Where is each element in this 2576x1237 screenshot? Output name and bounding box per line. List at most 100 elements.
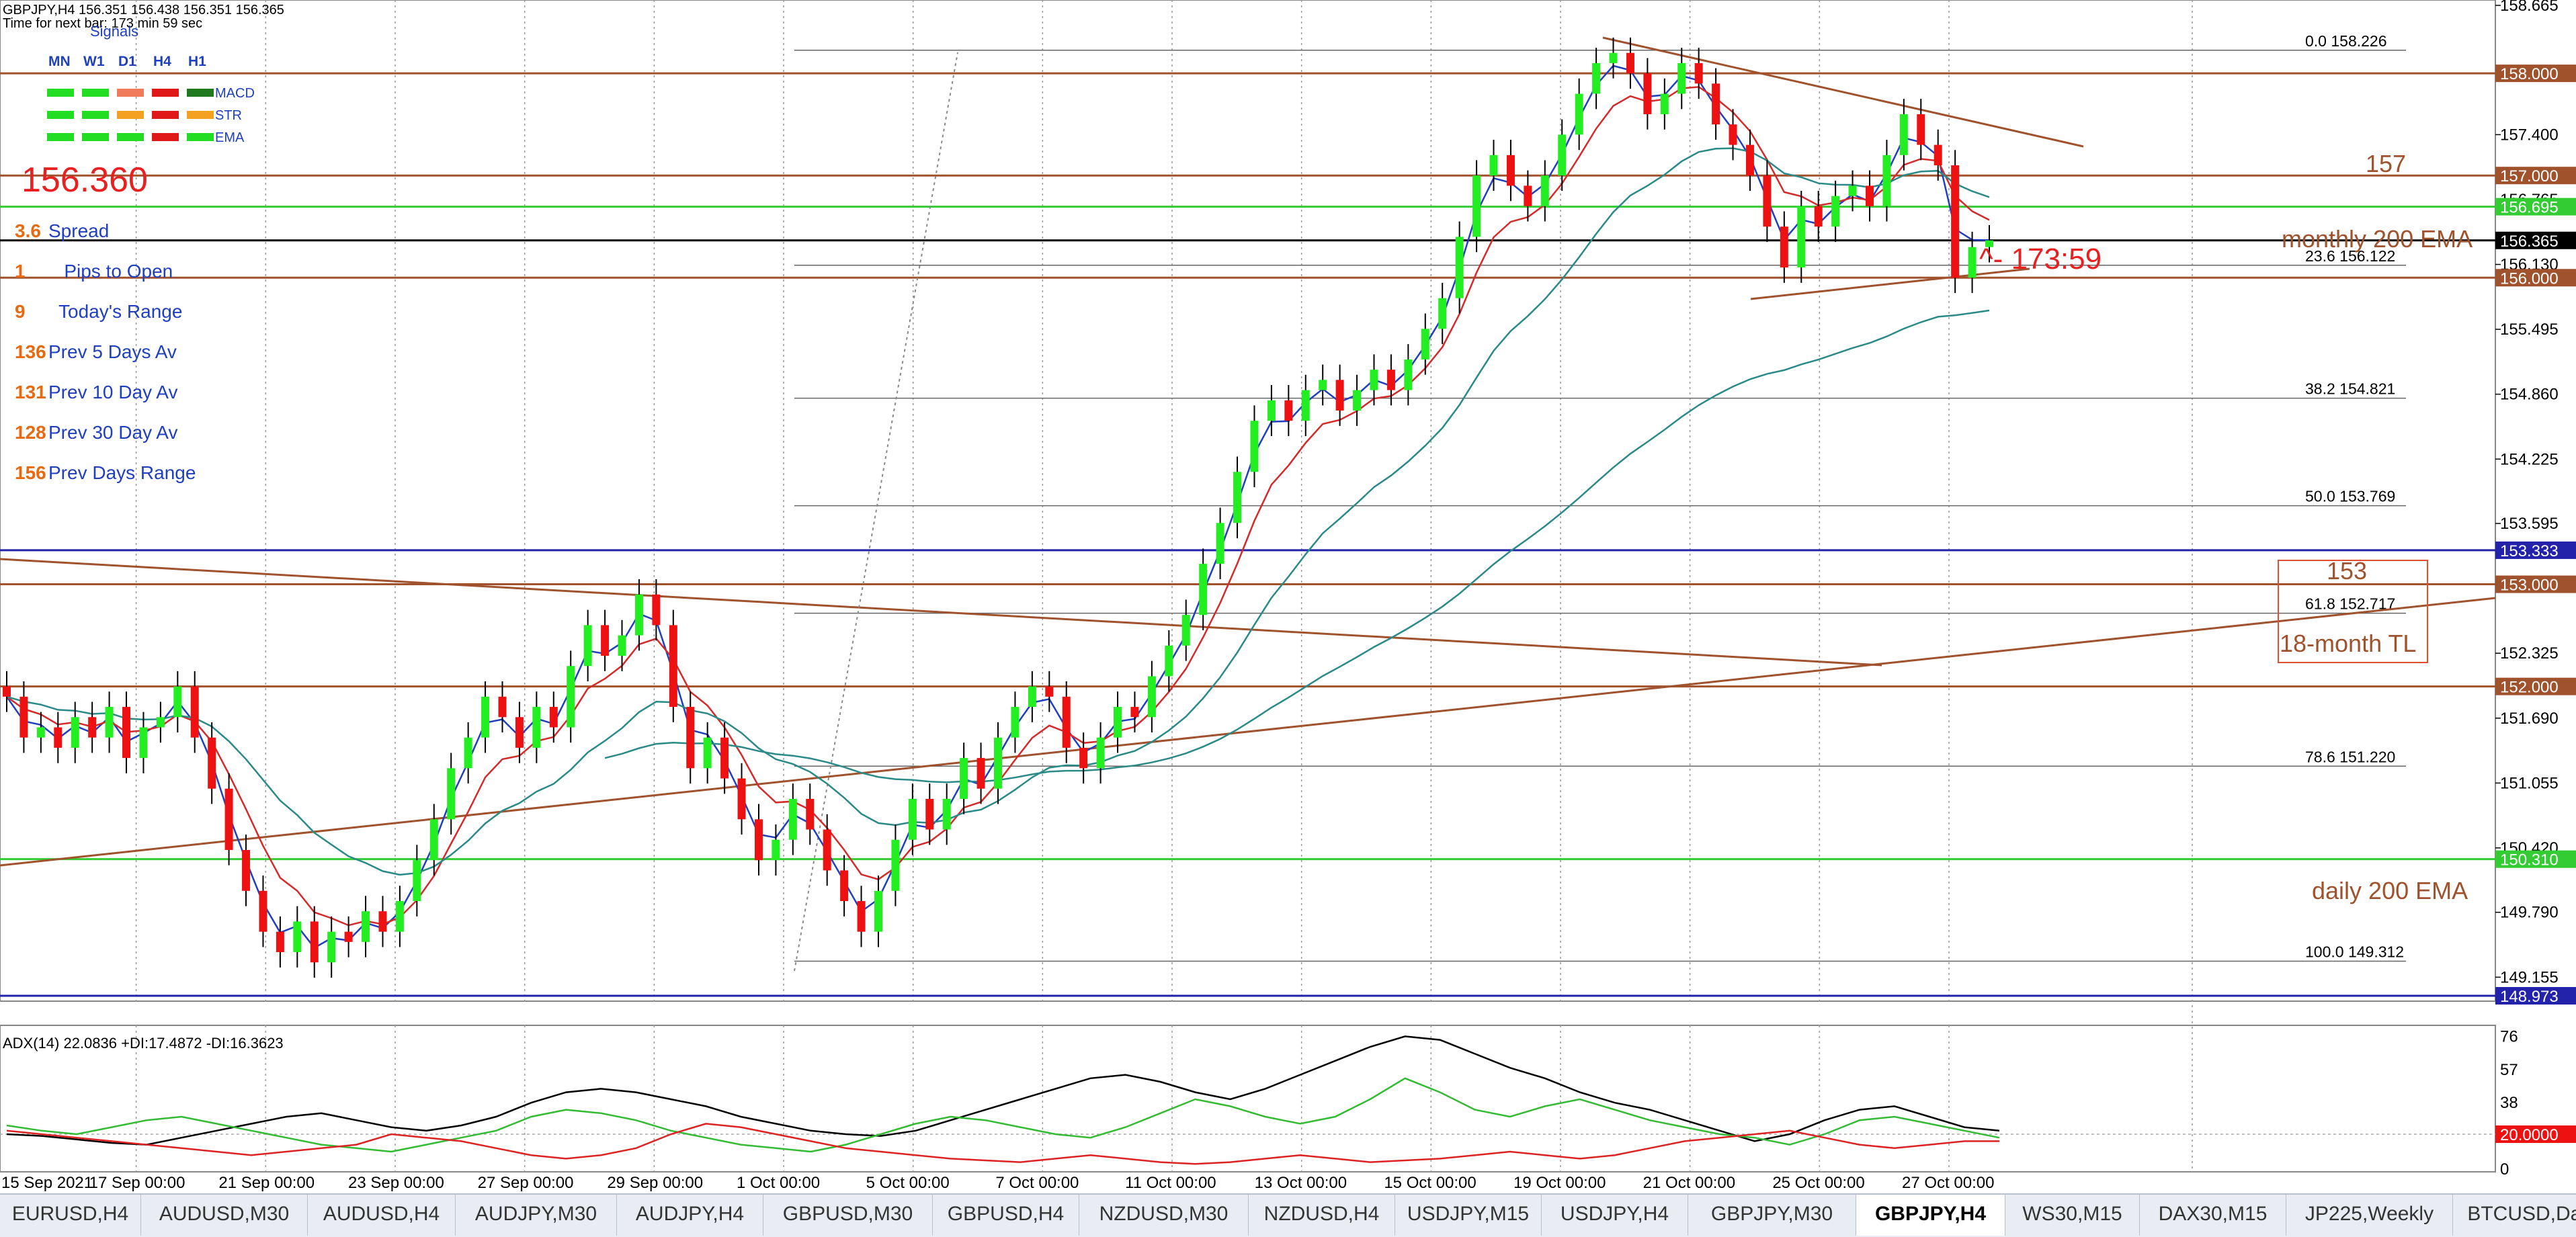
time-tick-label: 25 Oct 00:00 bbox=[1772, 1174, 1864, 1192]
candle-bull bbox=[1114, 707, 1122, 738]
candle-bull bbox=[942, 798, 951, 830]
chart-tab[interactable]: GBPUSD,H4 bbox=[933, 1195, 1079, 1236]
candle-bull bbox=[1011, 707, 1020, 738]
candle-bull bbox=[1216, 523, 1224, 564]
chart-tab-bar: EURUSD,H4 AUDUSD,M30 AUDUSD,H4 AUDJPY,M30 AU… bbox=[0, 1193, 2576, 1237]
candle-bull bbox=[464, 737, 472, 769]
bar-timer: Time for next bar: 173 min 59 sec bbox=[3, 16, 203, 31]
candle-bear bbox=[3, 686, 11, 697]
chart-tab[interactable]: AUDJPY,M30 bbox=[456, 1195, 617, 1236]
stat-row: 3.6 Spread bbox=[15, 220, 109, 242]
signal-cell bbox=[47, 111, 74, 119]
candle-bear bbox=[823, 829, 831, 871]
candle-bear bbox=[549, 707, 558, 728]
chart-tab[interactable]: GBPJPY,M30 bbox=[1688, 1195, 1856, 1236]
monthly-ema-label: monthly 200 EMA bbox=[2282, 225, 2473, 253]
price-chart[interactable]: 0.0 158.226 23.6 156.122 38.2 154.821 50.0 … bbox=[0, 0, 2576, 1193]
candle-bear bbox=[208, 737, 216, 789]
candle-bull bbox=[1147, 676, 1156, 718]
price-axis: 158.665157.400156.765156.130155.495154.8… bbox=[2495, 0, 2576, 1006]
stat-row: 128 Prev 30 Day Av bbox=[15, 422, 177, 443]
chart-title: GBPJPY,H4 156.351 156.438 156.351 156.36… bbox=[3, 3, 284, 17]
adx-tick-label: 38 bbox=[2500, 1094, 2518, 1112]
candle-bull bbox=[1353, 390, 1362, 411]
candle-bull bbox=[1421, 329, 1429, 359]
candle-bear bbox=[310, 921, 319, 963]
chart-tab[interactable]: AUDUSD,M30 bbox=[141, 1195, 308, 1236]
adx-series-line bbox=[6, 1123, 1999, 1165]
candle-bear bbox=[1712, 83, 1720, 125]
stat-label: Spread bbox=[48, 220, 110, 241]
chart-tab[interactable]: DAX30,M15 bbox=[2140, 1195, 2286, 1236]
stat-row: 1 Pips to Open bbox=[15, 261, 173, 282]
price-tick-label: 153.595 bbox=[2500, 515, 2559, 533]
candle-bear bbox=[1079, 747, 1088, 769]
level-tag bbox=[2495, 575, 2576, 593]
candle-bull bbox=[1489, 155, 1498, 176]
candle-bull bbox=[994, 737, 1002, 789]
stat-value: 156 bbox=[15, 462, 46, 483]
level-tag-label: 157.000 bbox=[2500, 167, 2559, 185]
fib-label: 100.0 149.312 bbox=[2305, 943, 2404, 960]
level-tag bbox=[2495, 987, 2576, 1005]
candle-bull bbox=[1267, 400, 1276, 421]
candle-bear bbox=[806, 798, 815, 830]
candle-bull bbox=[1404, 359, 1413, 390]
chart-tab[interactable]: JP225,Weekly bbox=[2286, 1195, 2453, 1236]
stat-label: Pips to Open bbox=[48, 261, 173, 282]
candle-bull bbox=[908, 798, 917, 840]
candle-bear bbox=[1694, 62, 1703, 84]
chart-tab[interactable]: USDJPY,M15 bbox=[1395, 1195, 1542, 1236]
chart-tab[interactable]: AUDJPY,H4 bbox=[617, 1195, 763, 1236]
tl-18m-label: 18-month TL bbox=[2280, 630, 2416, 657]
chart-tab[interactable]: BTCUSD,Daily bbox=[2453, 1195, 2576, 1236]
price-tick-label: 154.860 bbox=[2500, 386, 2559, 404]
price-tick-label: 152.325 bbox=[2500, 644, 2559, 663]
candle-bull bbox=[105, 707, 114, 738]
signal-cell bbox=[117, 133, 144, 141]
adx-tick-label: 57 bbox=[2500, 1061, 2518, 1079]
time-tick-label: 13 Oct 00:00 bbox=[1255, 1174, 1347, 1192]
candle-bear bbox=[1335, 380, 1344, 411]
time-tick-label: 7 Oct 00:00 bbox=[995, 1174, 1079, 1192]
candle-bear bbox=[669, 625, 677, 708]
candle-bear bbox=[1951, 165, 1960, 278]
stat-value: 9 bbox=[15, 301, 26, 322]
candle-bull bbox=[1370, 370, 1378, 390]
candle-bull bbox=[618, 635, 626, 656]
candle-bear bbox=[1386, 370, 1395, 390]
candle-bull bbox=[583, 625, 592, 667]
candle-bull bbox=[788, 798, 797, 840]
current-price: 156.360 bbox=[22, 161, 148, 200]
adx-series-line bbox=[6, 1035, 2000, 1146]
candle-bull bbox=[481, 696, 490, 738]
signal-cell bbox=[82, 111, 109, 119]
chart-tab[interactable]: USDJPY,H4 bbox=[1542, 1195, 1688, 1236]
chart-tab[interactable]: EURUSD,H4 bbox=[0, 1195, 141, 1236]
chart-tab[interactable]: NZDUSD,H4 bbox=[1249, 1195, 1395, 1236]
chart-tab[interactable]: AUDUSD,H4 bbox=[308, 1195, 456, 1236]
candle-bull bbox=[1882, 155, 1891, 206]
fib-label: 23.6 156.122 bbox=[2305, 247, 2395, 265]
time-tick-label: 21 Oct 00:00 bbox=[1643, 1174, 1735, 1192]
time-tick-label: 27 Sep 00:00 bbox=[478, 1174, 574, 1192]
chart-tab[interactable]: WS30,M15 bbox=[2005, 1195, 2140, 1236]
chart-tab[interactable]: NZDUSD,M30 bbox=[1079, 1195, 1249, 1236]
chart-tab[interactable]: GBPJPY,H4 bbox=[1856, 1195, 2005, 1236]
candle-bear bbox=[1626, 52, 1634, 74]
adx-lines bbox=[0, 1035, 2495, 1165]
level-tag bbox=[2495, 231, 2576, 249]
countdown-label: ^- 173:59 bbox=[1979, 243, 2102, 275]
candle-bear bbox=[344, 931, 353, 942]
candle-bull bbox=[891, 839, 900, 891]
price-tick-label: 149.790 bbox=[2500, 904, 2559, 922]
signal-label: STR bbox=[215, 108, 242, 123]
chart-tab[interactable]: GBPUSD,M30 bbox=[763, 1195, 933, 1236]
signal-cell bbox=[117, 111, 144, 119]
candle-bull bbox=[1028, 686, 1036, 708]
candle-bear bbox=[1780, 226, 1788, 268]
stat-value: 136 bbox=[15, 341, 46, 362]
candle-bear bbox=[1917, 114, 1925, 145]
ascending-18m-trendline bbox=[0, 597, 2496, 867]
signal-cell bbox=[117, 89, 144, 97]
